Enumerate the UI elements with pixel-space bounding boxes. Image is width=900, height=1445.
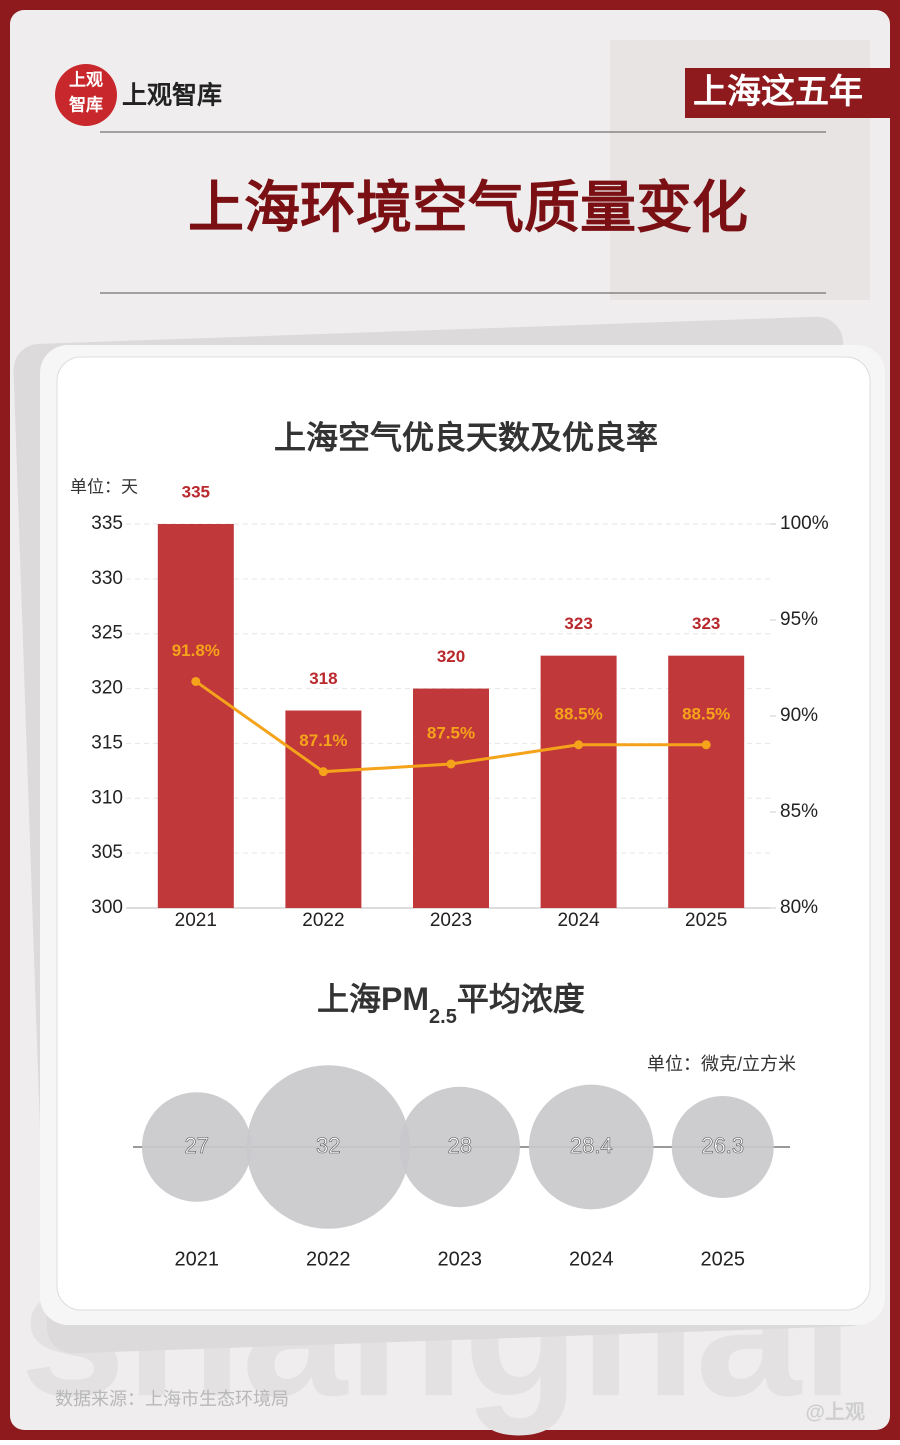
value-label: 87.5% bbox=[427, 723, 475, 742]
value-label: 27 bbox=[185, 1133, 209, 1158]
x-tick-label: 2021 bbox=[175, 1248, 220, 1270]
value-label: 320 bbox=[437, 647, 465, 666]
value-label: 28 bbox=[448, 1133, 472, 1158]
value-label: 88.5% bbox=[682, 704, 730, 723]
bubble bbox=[528, 1084, 654, 1210]
x-tick-label: 2023 bbox=[430, 910, 472, 931]
x-tick-label: 2021 bbox=[175, 910, 217, 931]
bubble bbox=[246, 1065, 411, 1229]
value-label: 335 bbox=[182, 482, 210, 501]
bar bbox=[157, 524, 234, 908]
y-tick-label: 305 bbox=[91, 842, 123, 863]
y-tick-label: 310 bbox=[91, 787, 123, 808]
value-label: 91.8% bbox=[172, 641, 220, 660]
source: 数据来源：上海市生态环境局 bbox=[55, 1389, 289, 1409]
y-tick-label: 300 bbox=[91, 897, 123, 918]
title-part: 上海PM bbox=[317, 981, 429, 1017]
value-label: 28.4 bbox=[570, 1133, 613, 1158]
x-tick-label: 2022 bbox=[306, 1248, 351, 1270]
y2-tick-label: 100% bbox=[780, 513, 829, 534]
line-point bbox=[574, 740, 584, 750]
y-tick-label: 330 bbox=[91, 568, 123, 589]
bubble bbox=[671, 1095, 774, 1199]
x-tick-label: 2022 bbox=[302, 910, 344, 931]
y2-tick-label: 90% bbox=[780, 705, 818, 726]
badge-line: 智库 bbox=[69, 94, 103, 114]
y2-tick-label: 95% bbox=[780, 609, 818, 630]
tag-box bbox=[685, 68, 890, 118]
line-point bbox=[318, 767, 328, 777]
y2-tick-label: 85% bbox=[780, 801, 818, 822]
line-point bbox=[446, 759, 456, 769]
bar bbox=[413, 688, 489, 908]
x-tick-label: 2024 bbox=[569, 1248, 614, 1270]
chart-title: 上海PM2.5平均浓度 bbox=[317, 981, 585, 1028]
corner-mark: @上观 bbox=[805, 1400, 865, 1423]
logo-badge bbox=[55, 64, 117, 126]
y2-tick-label: 80% bbox=[780, 897, 818, 918]
value-label: 32 bbox=[316, 1133, 340, 1158]
bubble bbox=[141, 1092, 252, 1202]
page-title: 上海环境空气质量变化 bbox=[188, 176, 748, 239]
value-label: 88.5% bbox=[554, 704, 602, 723]
chart-title: 上海空气优良天数及优良率 bbox=[274, 419, 658, 455]
tag: 上海这五年 bbox=[693, 73, 863, 111]
bar bbox=[668, 655, 745, 908]
x-tick-label: 2023 bbox=[438, 1248, 483, 1270]
bar bbox=[540, 655, 617, 908]
value-label: 323 bbox=[564, 614, 592, 633]
line-point bbox=[191, 676, 201, 686]
bubble bbox=[399, 1086, 520, 1208]
x-tick-label: 2025 bbox=[701, 1248, 746, 1270]
bar bbox=[285, 710, 362, 908]
value-label: 26.3 bbox=[701, 1133, 744, 1158]
y-tick-label: 335 bbox=[91, 513, 123, 534]
title-part: 平均浓度 bbox=[457, 981, 585, 1017]
y-tick-label: 315 bbox=[91, 732, 123, 753]
title-subscript: 2.5 bbox=[429, 1006, 457, 1028]
y-tick-label: 325 bbox=[91, 623, 123, 644]
y-tick-label: 320 bbox=[91, 678, 123, 699]
value-label: 318 bbox=[309, 669, 337, 688]
x-tick-label: 2025 bbox=[685, 910, 727, 931]
unit-label: 单位：微克/立方米 bbox=[647, 1054, 796, 1074]
badge-line: 上观 bbox=[69, 70, 103, 89]
value-label: 323 bbox=[692, 614, 720, 633]
value-label: 87.1% bbox=[299, 731, 347, 750]
line-point bbox=[701, 740, 711, 750]
unit-label: 单位：天 bbox=[70, 477, 138, 496]
brand: 上观智库 bbox=[122, 81, 222, 110]
x-tick-label: 2024 bbox=[557, 910, 600, 931]
